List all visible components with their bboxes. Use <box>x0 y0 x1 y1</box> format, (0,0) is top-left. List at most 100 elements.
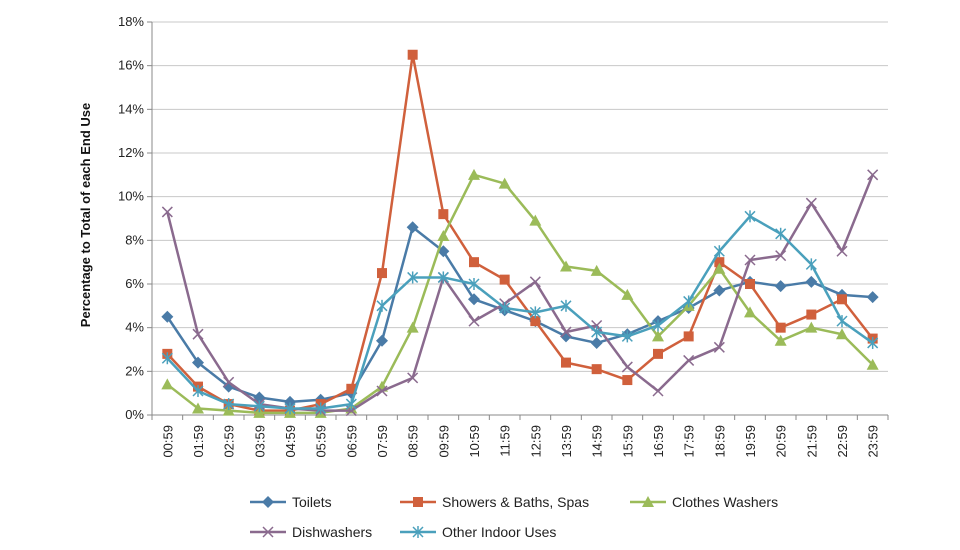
series-0-point-21 <box>805 275 818 288</box>
series-4-point-1 <box>192 384 204 397</box>
legend-label-2: Clothes Washers <box>672 494 778 510</box>
x-tick-label-03:59: 03:59 <box>252 425 267 458</box>
x-tick-label-22:59: 22:59 <box>835 425 850 458</box>
x-tick-label-02:59: 02:59 <box>222 425 237 458</box>
series-3-point-23-b <box>867 169 879 181</box>
series-line-3 <box>166 174 874 412</box>
series-3 <box>161 169 879 417</box>
series-2-point-2 <box>222 404 235 416</box>
series-0 <box>161 221 879 408</box>
series-3-point-19-b <box>744 254 756 266</box>
series-4 <box>161 210 879 415</box>
series-0-point-10 <box>468 293 480 306</box>
y-tick-label-0: 0% <box>125 407 144 422</box>
series-1-point-16 <box>653 348 663 359</box>
series-3-point-1 <box>192 328 204 340</box>
x-tick-label-17:59: 17:59 <box>682 425 697 458</box>
series-4-point-23 <box>867 336 879 349</box>
series-3-point-8-b <box>407 372 419 384</box>
series-2-point-20 <box>774 334 787 346</box>
series-1-point-13 <box>561 357 571 368</box>
x-tick-label-05:59: 05:59 <box>314 425 329 458</box>
series-1-point-6 <box>346 383 357 394</box>
series-0-point-1 <box>192 356 204 369</box>
series-2-point-15 <box>621 288 634 300</box>
series-2-point-16 <box>652 330 664 342</box>
series-line-0 <box>166 225 873 404</box>
x-tick-label-12:59: 12:59 <box>528 425 543 458</box>
series-3-point-10 <box>468 315 480 327</box>
x-tick-label-14:59: 14:59 <box>590 425 605 458</box>
series-4-point-12 <box>529 306 541 319</box>
series-3-point-10-b <box>468 315 480 327</box>
series-3-point-1-b <box>192 328 204 340</box>
series-0-point-23 <box>866 291 879 304</box>
series-line-4 <box>166 215 874 410</box>
series-4-point-0 <box>161 352 173 365</box>
series-3-point-17 <box>683 354 695 366</box>
series-4-point-5 <box>315 402 327 415</box>
series-2-point-9 <box>437 229 450 241</box>
series-4-point-15 <box>621 330 633 343</box>
series-2-point-13 <box>560 260 572 272</box>
series-2-point-1 <box>192 402 204 414</box>
x-tick-label-20:59: 20:59 <box>774 425 789 458</box>
series-3-point-21 <box>805 197 817 209</box>
series-4-point-18 <box>713 245 725 258</box>
series-2-point-3 <box>253 406 266 418</box>
series-3-point-7 <box>376 385 388 397</box>
series-3-point-20 <box>775 250 787 262</box>
series-3-point-17-b <box>683 354 695 366</box>
x-tick-label-09:59: 09:59 <box>436 425 451 458</box>
series-1-point-10 <box>469 257 479 268</box>
axes <box>147 21 889 420</box>
y-tick-label-14: 14% <box>118 101 144 116</box>
series-4-point-8 <box>407 271 419 284</box>
series-4-point-7 <box>376 299 388 312</box>
series-1-point-18 <box>714 257 725 268</box>
series-3-point-12-b <box>529 276 541 288</box>
series-1-point-17 <box>683 331 694 342</box>
series-2-point-0 <box>161 378 174 390</box>
series-4-point-9 <box>437 271 449 284</box>
series-2-point-19 <box>744 306 756 318</box>
legend-item-1: Showers & Baths, Spas <box>400 494 589 510</box>
legend-item-4: Other Indoor Uses <box>400 524 556 540</box>
series-4-point-17 <box>683 295 695 308</box>
series-3-point-8 <box>407 372 419 384</box>
series-4-point-4 <box>284 402 296 415</box>
y-tick-label-4: 4% <box>125 320 144 335</box>
series-4-point-11 <box>499 302 511 315</box>
series-3-point-15-b <box>621 361 633 373</box>
x-tick-label-08:59: 08:59 <box>406 425 421 458</box>
x-tick-label-15:59: 15:59 <box>620 425 635 458</box>
series-1 <box>162 49 878 416</box>
series-4-point-22 <box>836 315 848 328</box>
series-2-point-23 <box>866 358 879 370</box>
series-2-point-14 <box>590 264 603 276</box>
legend-label-4: Other Indoor Uses <box>442 524 556 540</box>
series-3-point-7-b <box>376 385 388 397</box>
series-2-point-21 <box>805 321 818 333</box>
x-tick-label-04:59: 04:59 <box>283 425 298 458</box>
series-0-point-14 <box>590 336 603 349</box>
series-3-point-20-b <box>775 250 787 262</box>
series-4-point-16 <box>652 319 664 332</box>
x-tick-label-16:59: 16:59 <box>651 425 666 458</box>
x-tick-label-00:59: 00:59 <box>160 425 175 458</box>
series-3-point-18 <box>713 341 725 353</box>
series-1-point-7 <box>377 268 387 279</box>
legend-marker-3-b <box>262 526 274 538</box>
series-4-point-3 <box>253 400 265 413</box>
legend-marker-2 <box>642 496 654 507</box>
series-3-point-13 <box>560 326 572 338</box>
series-1-point-22 <box>837 294 847 305</box>
series-2-point-18 <box>713 262 726 274</box>
series-3-point-13-b <box>560 326 572 338</box>
series-4-point-13 <box>560 299 572 312</box>
legend-marker-0 <box>262 496 274 508</box>
series-3-point-0 <box>161 206 173 218</box>
series-3-point-22 <box>836 245 848 257</box>
series-3-point-15 <box>621 361 633 373</box>
